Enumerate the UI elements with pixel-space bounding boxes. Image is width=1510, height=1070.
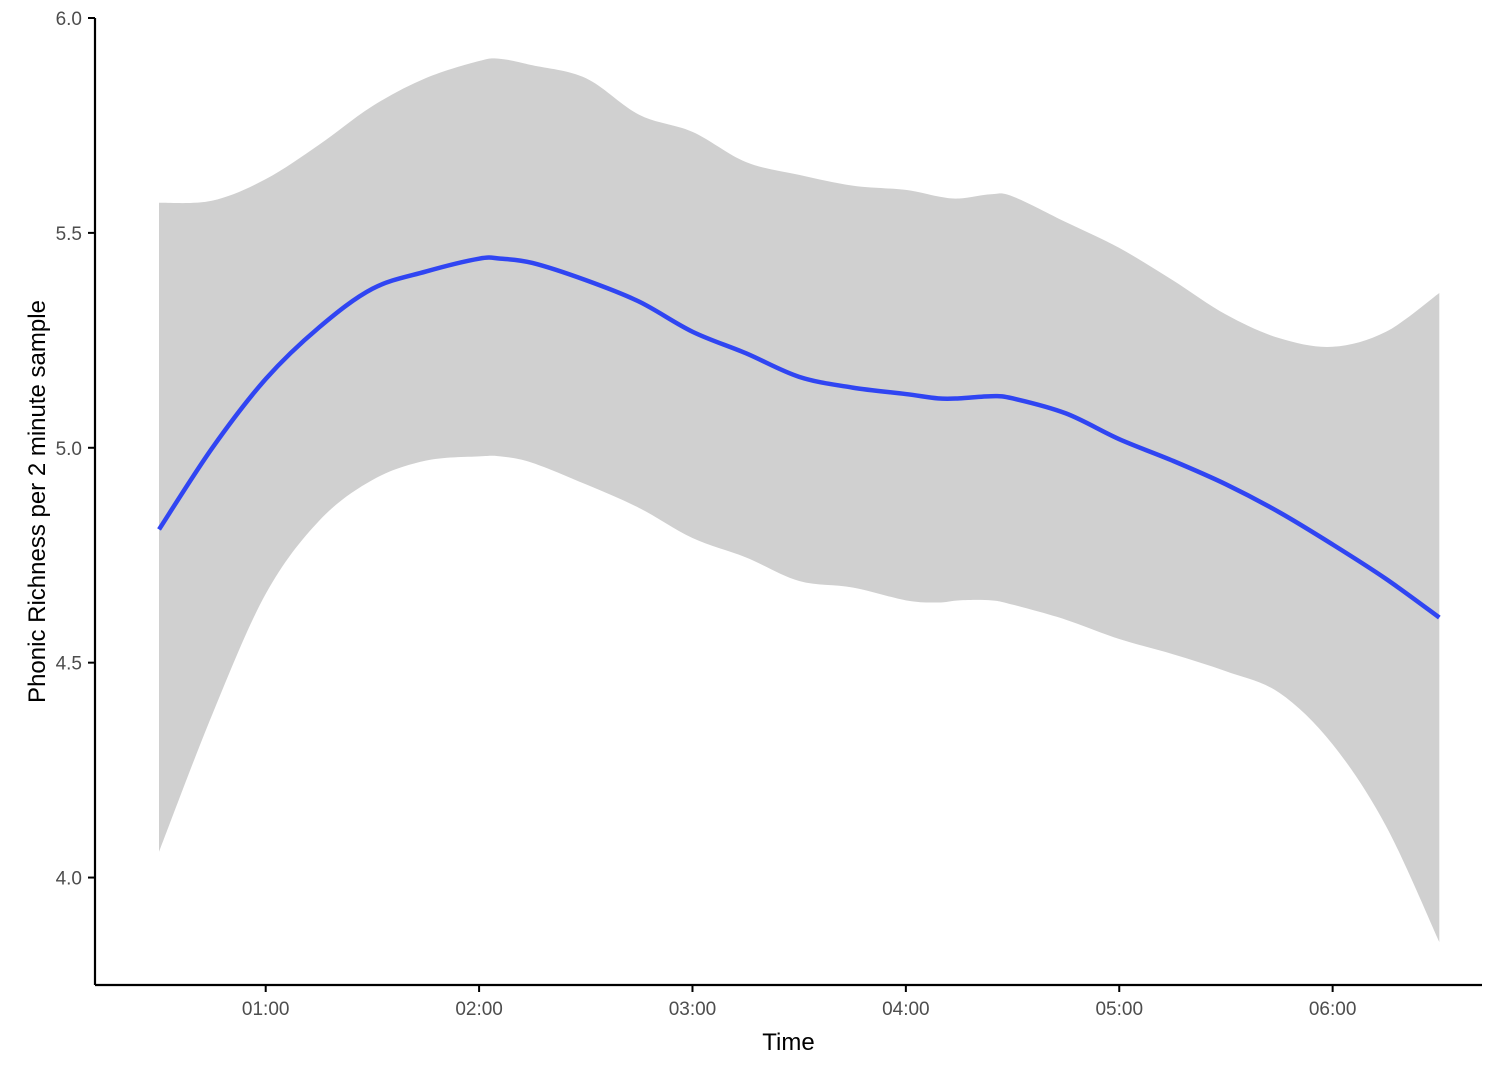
y-tick-label: 5.5 (56, 224, 82, 245)
x-axis-ticks: 01:00 02:00 03:00 04:00 05:00 06:00 (242, 985, 1356, 1020)
y-tick-label: 5.0 (56, 439, 82, 460)
x-tick-label: 01:00 (242, 999, 290, 1020)
plot-area (157, 58, 1441, 943)
x-tick-label: 06:00 (1309, 999, 1357, 1020)
x-axis-title: Time (762, 1029, 814, 1056)
y-tick-label: 6.0 (56, 9, 82, 30)
axes: 4.0 4.5 5.0 5.5 6.0 01:00 02:00 03:00 04:00 05:0… (56, 9, 1482, 1020)
smoothed-trend-line (157, 255, 1441, 620)
confidence-band (159, 58, 1440, 943)
x-tick-label: 03:00 (669, 999, 717, 1020)
x-tick-label: 04:00 (882, 999, 930, 1020)
x-tick-label: 02:00 (455, 999, 503, 1020)
x-tick-label: 05:00 (1095, 999, 1143, 1020)
y-axis-title: Phonic Richness per 2 minute sample (24, 300, 51, 703)
y-axis-ticks: 4.0 4.5 5.0 5.5 6.0 (56, 9, 95, 890)
y-tick-label: 4.0 (56, 869, 82, 890)
y-tick-label: 4.5 (56, 654, 82, 675)
